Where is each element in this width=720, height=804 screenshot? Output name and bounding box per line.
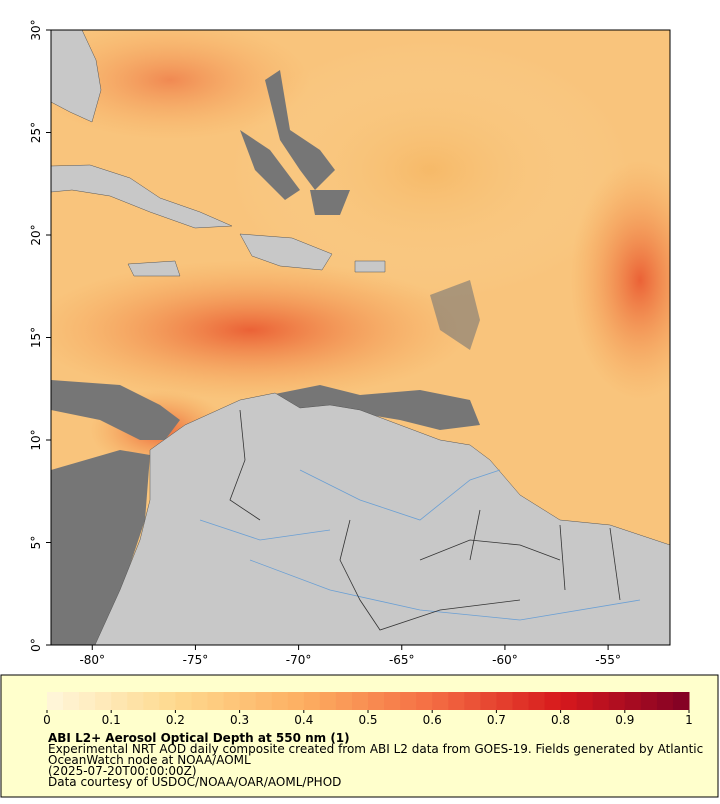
colorbar-segment	[191, 692, 208, 710]
colorbar-segment	[448, 692, 465, 710]
colorbar-segment	[608, 692, 626, 710]
x-tick-label: -65°	[389, 653, 415, 667]
haze	[230, 40, 630, 300]
no-data	[51, 70, 480, 645]
borders	[229, 409, 621, 631]
colorbar-segment	[624, 692, 642, 710]
colorbar-tick-label: 0.1	[102, 713, 121, 727]
map-area	[51, 30, 670, 645]
colorbar-tick-label: 0.9	[615, 713, 634, 727]
x-tick-label: -70°	[286, 653, 312, 667]
colorbar-segment	[512, 692, 529, 710]
colorbar-segment	[368, 692, 385, 710]
colorbar-segment	[111, 692, 128, 710]
colorbar-segment	[207, 692, 225, 710]
colorbar-tick-label: 1	[685, 713, 693, 727]
colorbar-tick-label: 0.5	[358, 713, 377, 727]
colorbar-segment	[287, 692, 305, 710]
colorbar-segment	[576, 692, 594, 710]
haze	[51, 260, 470, 400]
x-tick-label: -75°	[183, 653, 209, 667]
caption-line: Data courtesy of USDOC/NOAA/OAR/AOML/PHO…	[48, 775, 341, 789]
x-tick-label: -80°	[79, 653, 105, 667]
colorbar-segment	[672, 692, 690, 710]
colorbar-segment	[239, 692, 257, 710]
x-tick-label: -55°	[595, 653, 621, 667]
colorbar-segment	[416, 692, 433, 710]
y-tick-label: 10°	[29, 429, 43, 450]
y-tick-label: 20°	[29, 224, 43, 245]
colorbar-segment	[528, 692, 546, 710]
y-tick-label: 0°	[29, 638, 43, 652]
x-tick-label: -60°	[492, 653, 518, 667]
colorbar-segment	[255, 692, 273, 710]
rivers	[199, 469, 641, 621]
colorbar-tick-label: 0.8	[551, 713, 570, 727]
colorbar-tick-label: 0.2	[166, 713, 185, 727]
colorbar-tick-label: 0.3	[230, 713, 249, 727]
caption-title: ABI L2+ Aerosol Optical Depth at 550 nm …	[48, 731, 350, 745]
colorbar-segment	[159, 692, 176, 710]
colorbar-segment	[400, 692, 417, 710]
colorbar-segment	[480, 692, 497, 710]
land	[51, 30, 670, 645]
colorbar-segment	[656, 692, 674, 710]
haze	[51, 30, 310, 140]
colorbar-segment	[335, 692, 353, 710]
colorbar-segment	[79, 692, 96, 710]
caption-line: Experimental NRT AOD daily composite cre…	[48, 742, 703, 756]
colorbar-segment	[640, 692, 658, 710]
haze	[570, 160, 670, 400]
colorbar-segment	[175, 692, 192, 710]
colorbar-segment	[63, 692, 80, 710]
caption-line: (2025-07-20T00:00:00Z)	[48, 764, 197, 778]
caption-line: OceanWatch node at NOAA/AOML	[48, 753, 251, 767]
colorbar-segment	[592, 692, 610, 710]
axes: -80° -75° -70° -65° -60° -55° 0° 5° 10° 15° 20° 25°…	[29, 19, 621, 667]
colorbar-segment	[223, 692, 241, 710]
colorbar-segment	[143, 692, 160, 710]
colorbar-segment	[351, 692, 369, 710]
colorbar-tick-label: 0.4	[294, 713, 313, 727]
colorbar-segment	[496, 692, 513, 710]
y-tick-label: 15°	[29, 327, 43, 348]
colorbar-segment	[127, 692, 144, 710]
colorbar-tick-label: 0	[43, 713, 51, 727]
colorbar-segment	[95, 692, 112, 710]
colorbar-segment	[432, 692, 449, 710]
colorbar-segment	[464, 692, 481, 710]
colorbar-segment	[319, 692, 337, 710]
y-tick-label: 25°	[29, 122, 43, 143]
colorbar-segment	[560, 692, 578, 710]
y-tick-label: 5°	[29, 536, 43, 550]
colorbar-segment	[271, 692, 289, 710]
colorbar-segment	[544, 692, 562, 710]
colorbar-tick-label: 0.7	[487, 713, 506, 727]
colorbar-segment	[303, 692, 321, 710]
colorbar-tick-label: 0.6	[423, 713, 442, 727]
y-tick-label: 30°	[29, 19, 43, 40]
colorbar-segment	[384, 692, 401, 710]
colorbar: 0 0.1 0.2 0.3 0.4 0.5 0.6 0.7 0.8 0.9 1	[43, 692, 693, 727]
colorbar-segment	[47, 692, 64, 710]
